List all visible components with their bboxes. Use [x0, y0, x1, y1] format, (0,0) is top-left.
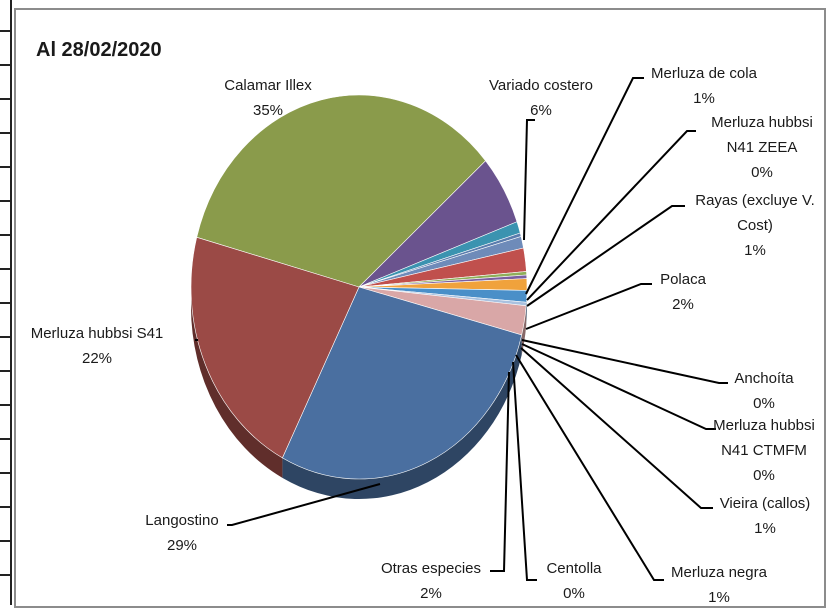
- slice-label-10-line-0: Centolla: [546, 560, 602, 577]
- slice-label-9: Merluza negra 1%: [671, 564, 768, 606]
- slice-label-9-line-0: Merluza negra: [671, 564, 768, 581]
- leader-line-7: [522, 344, 716, 429]
- slice-label-8-line-1: 1%: [754, 520, 776, 537]
- slice-label-12: Langostino 29%: [145, 512, 218, 554]
- slice-label-1-line-1: 6%: [530, 102, 552, 119]
- slice-label-3: Merluza hubbsi N41 ZEEA 0%: [711, 114, 813, 181]
- slice-label-1: Variado costero 6%: [489, 77, 593, 119]
- slice-label-6-line-1: 0%: [753, 395, 775, 412]
- slice-label-7: Merluza hubbsi N41 CTMFM 0%: [713, 417, 815, 484]
- slice-label-3-line-2: 0%: [751, 164, 773, 181]
- slice-label-3-line-1: N41 ZEEA: [727, 139, 798, 156]
- slice-label-13-line-0: Merluza hubbsi S41: [31, 325, 164, 342]
- sheet-row-edge: [0, 0, 12, 605]
- leader-line-8: [521, 348, 713, 508]
- pie-chart: Al 28/02/2020 Calamar Illex 35% Variado co…: [16, 10, 828, 610]
- slice-label-5-line-1: 2%: [672, 296, 694, 313]
- slice-label-8: Vieira (callos) 1%: [720, 495, 811, 537]
- slice-label-2: Merluza de cola 1%: [651, 65, 758, 107]
- slice-label-7-line-1: N41 CTMFM: [721, 442, 807, 459]
- slice-label-4: Rayas (excluye V. Cost) 1%: [695, 192, 815, 259]
- slice-label-9-line-1: 1%: [708, 589, 730, 606]
- slice-label-8-line-0: Vieira (callos): [720, 495, 811, 512]
- leader-line-9: [516, 355, 664, 580]
- slice-label-2-line-0: Merluza de cola: [651, 65, 758, 82]
- leader-line-4: [527, 206, 685, 306]
- slice-label-13-line-1: 22%: [82, 350, 112, 367]
- leader-line-5: [526, 284, 652, 329]
- slice-label-11-line-1: 2%: [420, 585, 442, 602]
- slice-label-6: Anchoíta 0%: [734, 370, 794, 412]
- slice-label-4-line-2: 1%: [744, 242, 766, 259]
- slice-label-7-line-2: 0%: [753, 467, 775, 484]
- slice-label-10: Centolla 0%: [546, 560, 602, 602]
- slice-label-11: Otras especies 2%: [381, 560, 481, 602]
- slice-label-12-line-1: 29%: [167, 537, 197, 554]
- slice-label-13: Merluza hubbsi S41 22%: [31, 325, 164, 367]
- slice-label-4-line-0: Rayas (excluye V.: [695, 192, 815, 209]
- pie-slices: [191, 95, 527, 479]
- slice-label-7-line-0: Merluza hubbsi: [713, 417, 815, 434]
- chart-frame[interactable]: Al 28/02/2020 Calamar Illex 35% Variado co…: [14, 8, 826, 608]
- slice-label-11-line-0: Otras especies: [381, 560, 481, 577]
- slice-label-6-line-0: Anchoíta: [734, 370, 794, 387]
- slice-label-5-line-0: Polaca: [660, 271, 707, 288]
- slice-label-2-line-1: 1%: [693, 90, 715, 107]
- slice-label-3-line-0: Merluza hubbsi: [711, 114, 813, 131]
- slice-label-1-line-0: Variado costero: [489, 77, 593, 94]
- leader-line-12: [227, 484, 380, 525]
- slice-label-12-line-0: Langostino: [145, 512, 218, 529]
- slice-label-5: Polaca 2%: [660, 271, 707, 313]
- leader-line-10: [513, 362, 537, 580]
- slice-label-0-line-1: 35%: [253, 102, 283, 119]
- slice-label-10-line-1: 0%: [563, 585, 585, 602]
- slice-label-4-line-1: Cost): [737, 217, 773, 234]
- slice-label-0-line-0: Calamar Illex: [224, 77, 312, 94]
- leader-line-1: [524, 120, 535, 240]
- chart-title: Al 28/02/2020: [36, 39, 162, 61]
